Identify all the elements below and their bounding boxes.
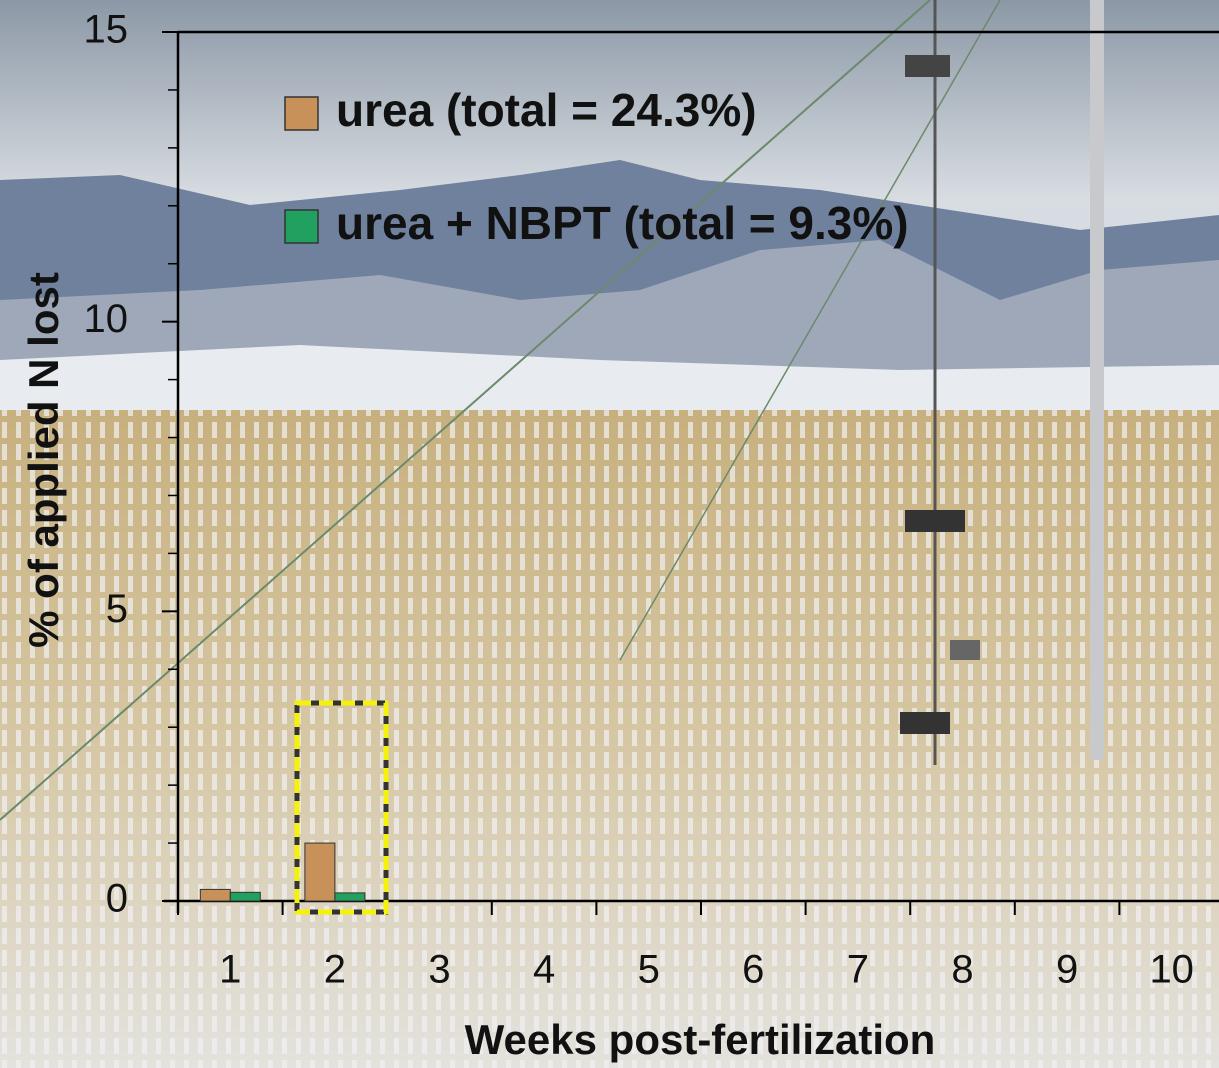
legend-label: urea + NBPT (total = 9.3%) [336, 197, 909, 249]
x-tick-label: 8 [951, 948, 973, 992]
y-axis-label: % of applied N lost [20, 272, 67, 648]
bar [304, 842, 336, 902]
x-tick-label: 1 [219, 948, 241, 992]
legend-label: urea (total = 24.3%) [336, 84, 757, 136]
x-tick-label: 2 [324, 948, 346, 992]
x-tick-label: 10 [1149, 948, 1194, 992]
x-tick-label: 4 [533, 948, 555, 992]
y-tick-label: 10 [84, 297, 129, 341]
y-tick-label: 0 [106, 877, 128, 921]
highlight-box-dash [294, 700, 389, 915]
x-tick-label: 3 [428, 948, 450, 992]
bar [229, 891, 261, 902]
x-tick-label: 6 [742, 948, 764, 992]
bar [334, 892, 366, 902]
legend-swatch [284, 209, 319, 244]
y-tick-label: 15 [84, 8, 129, 52]
x-tick-label: 7 [847, 948, 869, 992]
bar [199, 888, 231, 902]
legend-swatch [284, 96, 319, 131]
y-tick-label: 5 [106, 587, 128, 631]
x-tick-label: 9 [1056, 948, 1078, 992]
x-tick-label: 5 [638, 948, 660, 992]
x-axis-label: Weeks post-fertilization [465, 1016, 936, 1063]
plot-area: 0 5 10 15 1 2 3 4 5 6 7 8 9 10 urea (total = 24.3%) ure… [84, 8, 1219, 992]
